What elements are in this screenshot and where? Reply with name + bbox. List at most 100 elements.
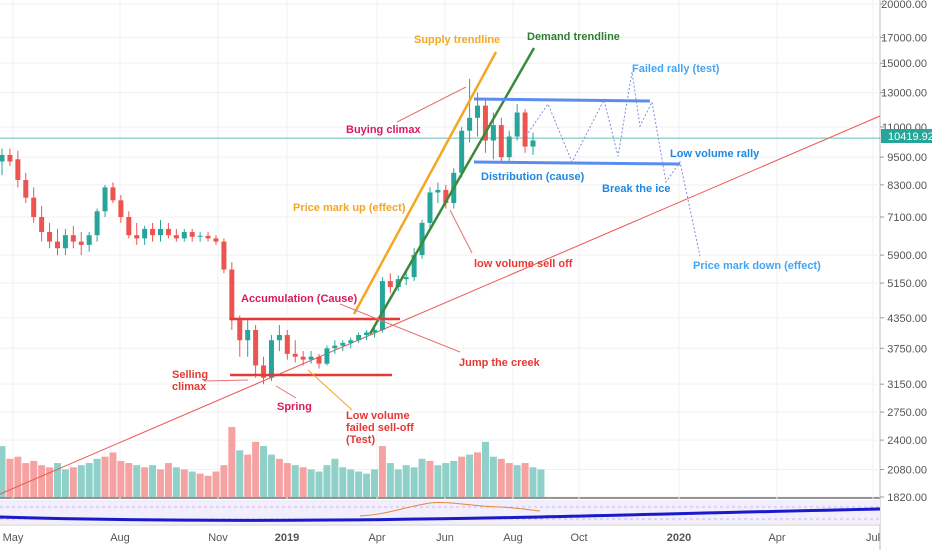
volume-bar (386, 463, 394, 497)
candle-body (23, 179, 29, 198)
volume-bar (172, 467, 180, 497)
volume-bar (267, 454, 275, 497)
candle (356, 332, 362, 343)
demand-trendline-label: Demand trendline (527, 31, 620, 43)
volume-bar (299, 467, 307, 497)
x-tick-label: Apr (768, 532, 785, 544)
x-tick-label: Oct (570, 532, 587, 544)
candle-body (221, 241, 227, 270)
volume-bar (505, 463, 513, 497)
y-tick-label: 2080.00 (887, 465, 927, 477)
candle (158, 219, 164, 242)
rsi-fast-line (359, 502, 541, 517)
volume-bar (180, 469, 188, 497)
candle (205, 232, 211, 242)
volume-bar (69, 467, 77, 497)
y-tick-label: 4350.00 (887, 313, 927, 325)
candle-body (475, 105, 481, 118)
low-volume-failed-label-line1: Low volume (346, 410, 410, 422)
candle (340, 340, 346, 352)
y-tick-label: 8300.00 (887, 180, 927, 192)
x-tick-label: Jul (866, 532, 880, 544)
volume-bar (426, 460, 434, 497)
candle (110, 182, 116, 204)
candle (276, 324, 282, 352)
candle (118, 195, 124, 223)
candle-body (522, 112, 528, 147)
candle (522, 109, 528, 153)
volume-bar (252, 441, 260, 497)
candle (348, 337, 354, 349)
candle-body (205, 235, 211, 239)
candle (189, 228, 195, 242)
volume-bar (434, 465, 442, 497)
candle-body (213, 238, 219, 242)
candle-body (31, 197, 37, 218)
candle (427, 187, 433, 229)
candle-body (150, 228, 156, 236)
x-tick-label: May (3, 532, 24, 544)
volume-bar (378, 446, 386, 497)
x-tick-label: Jun (436, 532, 454, 544)
candle (142, 225, 148, 245)
candle-body (364, 332, 370, 336)
volume-bar (101, 456, 109, 497)
low-volume-selloff-label: low volume sell off (474, 258, 573, 270)
candle-body (443, 189, 449, 204)
y-tick-label: 2400.00 (887, 435, 927, 447)
candle (31, 187, 37, 223)
volume-bar (244, 454, 252, 497)
candle-body (371, 329, 377, 333)
candle-body (102, 187, 108, 212)
spring-label: Spring (277, 401, 312, 413)
candle-body (110, 187, 116, 201)
candle-body (0, 154, 5, 162)
volume-bar (14, 456, 22, 497)
volume-bar (418, 458, 426, 497)
candle (150, 222, 156, 242)
demand-trendline[interactable] (368, 47, 536, 335)
volume-bars (0, 427, 545, 497)
volume-bar (394, 469, 402, 497)
candle-body (134, 235, 140, 239)
candle (467, 78, 473, 143)
volume-bar (38, 465, 46, 497)
candle-body (197, 235, 203, 237)
volume-bar (6, 458, 14, 497)
selling-climax-label-line2: climax (172, 381, 207, 393)
distribution-resistance-line[interactable] (473, 97, 651, 103)
supply-trendline-label: Supply trendline (414, 34, 500, 46)
candle-body (245, 329, 251, 341)
candle-body (411, 255, 417, 278)
volume-bar (125, 463, 133, 497)
candle (62, 228, 68, 256)
candle (173, 228, 179, 242)
candle (364, 329, 370, 341)
volume-bar (228, 427, 236, 497)
candle-body (348, 340, 354, 343)
y-tick-label: 3750.00 (887, 343, 927, 355)
candle (292, 340, 298, 363)
supply-trendline[interactable] (352, 51, 498, 315)
volume-bar (164, 463, 172, 497)
volume-bar (46, 467, 54, 497)
y-tick-label: 20000.00 (881, 0, 927, 11)
volume-bar (260, 446, 268, 497)
accumulation-label: Accumulation (Cause) (241, 293, 357, 305)
y-tick-label: 7100.00 (887, 212, 927, 224)
distribution-support-line[interactable] (473, 160, 681, 166)
candle-body (39, 217, 45, 233)
y-gridlines (0, 3, 880, 498)
price-markdown-label: Price mark down (effect) (693, 260, 821, 272)
candle-body (7, 154, 13, 162)
volume-bar (323, 465, 331, 497)
candle (411, 248, 417, 282)
volume-bar (196, 473, 204, 497)
volume-bar (109, 452, 117, 497)
candle-body (158, 228, 164, 236)
candle-body (356, 335, 362, 341)
candle (387, 273, 393, 294)
candle-body (427, 192, 433, 223)
candle (181, 228, 187, 242)
